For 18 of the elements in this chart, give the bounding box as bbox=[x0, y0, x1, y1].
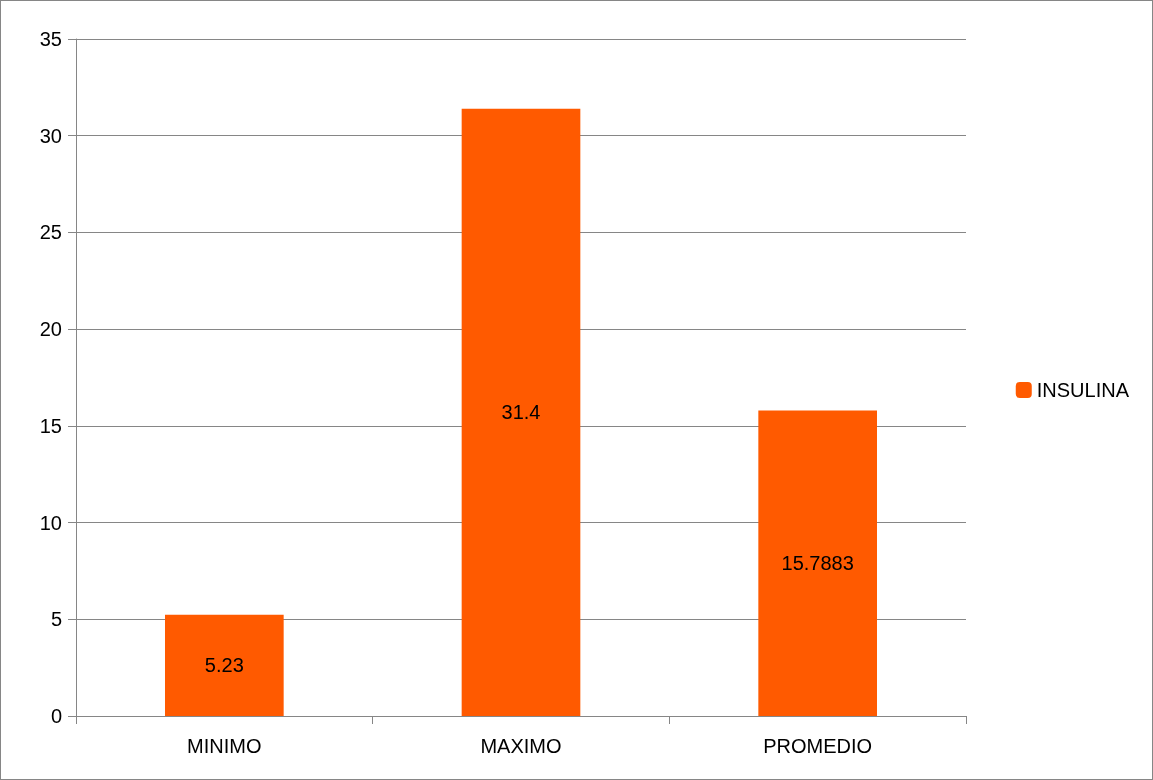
data-label: 31.4 bbox=[501, 401, 541, 424]
x-tick-label: PROMEDIO bbox=[763, 735, 873, 757]
y-tick-label: 15 bbox=[39, 414, 62, 437]
data-label: 5.23 bbox=[204, 654, 244, 677]
y-tick-label: 35 bbox=[39, 28, 62, 50]
bar bbox=[461, 108, 581, 716]
y-tick-label: 0 bbox=[50, 705, 62, 727]
y-tick-label: 10 bbox=[39, 511, 62, 534]
x-tick-label: MAXIMO bbox=[480, 735, 562, 757]
y-tick-label: 20 bbox=[39, 318, 62, 341]
y-tick-label: 25 bbox=[39, 221, 62, 244]
x-tick-label: MINIMO bbox=[187, 735, 262, 757]
data-label: 15.7883 bbox=[781, 552, 854, 575]
y-tick-label: 30 bbox=[39, 124, 62, 147]
y-tick-label: 5 bbox=[50, 608, 62, 631]
legend-label: INSULINA bbox=[1036, 379, 1130, 401]
bar bbox=[165, 614, 284, 716]
bar bbox=[758, 410, 877, 716]
